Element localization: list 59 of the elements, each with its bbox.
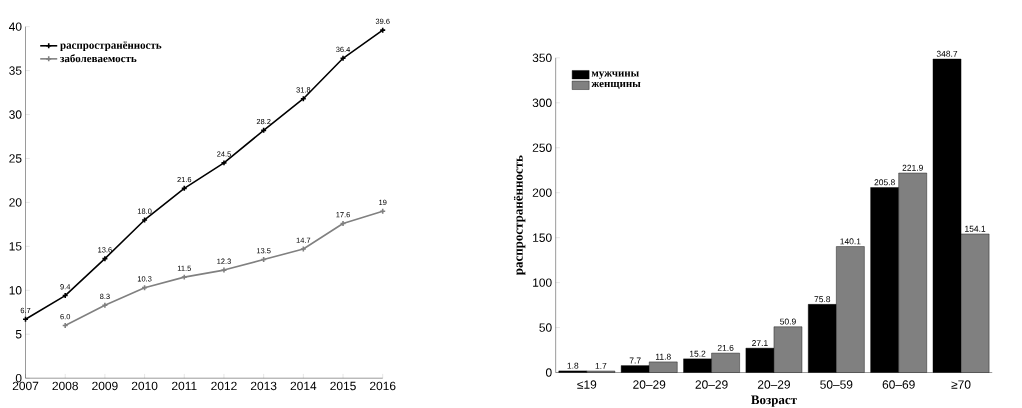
legend-label: распространённость	[60, 41, 162, 52]
data-label: 7.7	[629, 357, 641, 364]
y-tick-label: 0	[15, 373, 22, 383]
y-tick-label: 50	[539, 323, 552, 332]
data-label: 50.9	[780, 318, 796, 325]
y-tick-label: 300	[532, 98, 552, 108]
point	[220, 159, 228, 167]
data-label: 75.8	[814, 296, 831, 303]
x-tick-label: 2015	[330, 381, 356, 391]
y-tick-label: 30	[9, 110, 22, 119]
data-label: 1.7	[595, 362, 607, 369]
x-tick-label: 20–29	[757, 380, 790, 389]
x-tick-label: 2012	[211, 381, 237, 391]
data-label: 11.8	[655, 353, 671, 360]
point	[101, 301, 109, 309]
y-axis-title: распространённость	[513, 155, 526, 276]
y-tick-label: 5	[15, 330, 22, 339]
y-tick-label: 150	[533, 233, 552, 242]
y-tick-label: 200	[532, 188, 552, 197]
x-tick-label: 60–69	[882, 380, 915, 389]
x-tick-label: ≤19	[577, 380, 597, 389]
point	[180, 273, 188, 281]
data-label: 27.1	[752, 340, 768, 346]
point	[220, 266, 228, 274]
data-label: 21.6	[717, 344, 734, 351]
y-tick-label: 350	[532, 53, 552, 63]
y-tick-label: 35	[9, 66, 22, 75]
x-tick-label: 2007	[12, 381, 39, 391]
x-tick-label: ≥70	[951, 380, 971, 389]
y-tick-label: 20	[9, 198, 22, 207]
y-tick-label: 100	[533, 278, 552, 287]
x-tick-label: 2009	[92, 381, 118, 391]
y-tick-label: 40	[8, 22, 22, 31]
x-tick-label: 2008	[52, 381, 78, 391]
x-tick-label: 20–29	[695, 380, 728, 389]
legend-label: заболеваемость	[60, 54, 137, 63]
y-tick-label: 10	[9, 286, 22, 295]
y-tick-label: 25	[9, 154, 22, 163]
x-tick-label: 20–29	[633, 380, 666, 389]
x-tick-label: 2016	[370, 381, 396, 391]
y-tick-label: 250	[532, 143, 552, 152]
data-label: 1.8	[567, 362, 579, 369]
x-tick-label: 2013	[250, 381, 277, 391]
legend-label: женщины	[591, 81, 641, 90]
data-label: 221.9	[902, 164, 923, 171]
legend-label: мужчины	[591, 71, 639, 79]
point	[339, 55, 347, 62]
data-label: 140.1	[840, 238, 861, 245]
y-tick-label: 15	[9, 242, 22, 251]
x-tick-label: 2014	[290, 381, 317, 391]
data-label: 348.7	[936, 50, 958, 57]
x-tick-label: 2011	[172, 381, 197, 391]
x-tick-label: 50–59	[820, 380, 853, 389]
x-tick-label: 2010	[131, 381, 158, 391]
data-label: 154.1	[965, 225, 986, 232]
data-label: 15.2	[689, 350, 706, 357]
x-axis-title: Возраст	[751, 395, 797, 407]
data-label: 205.8	[874, 179, 895, 186]
y-tick-label: 0	[545, 368, 552, 377]
